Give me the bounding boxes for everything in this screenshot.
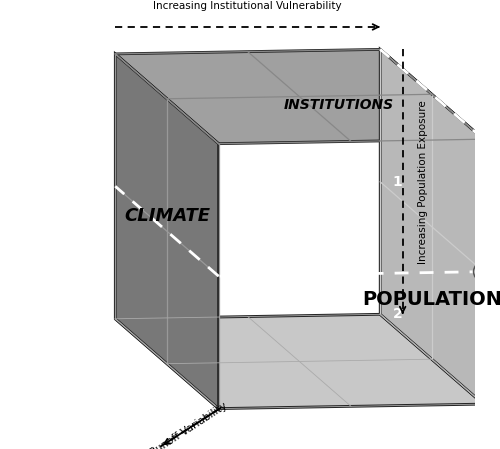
Polygon shape	[380, 49, 484, 404]
Text: 1: 1	[432, 75, 440, 85]
Polygon shape	[116, 54, 218, 409]
Text: 1: 1	[158, 375, 166, 385]
Text: INSTITUTIONS: INSTITUTIONS	[284, 98, 394, 112]
Text: 2: 2	[96, 314, 104, 324]
Circle shape	[474, 262, 494, 282]
Text: 2: 2	[393, 307, 402, 321]
Text: 2: 2	[484, 120, 492, 130]
Text: 0: 0	[96, 49, 104, 59]
Text: Increasing Population Exposure: Increasing Population Exposure	[418, 100, 428, 264]
Text: 0: 0	[381, 31, 388, 40]
Text: 0: 0	[107, 330, 114, 340]
Text: POPULATION: POPULATION	[362, 290, 500, 309]
Text: Lake Chad basin overlapping
Central African Republic: Lake Chad basin overlapping Central Afri…	[0, 448, 1, 449]
Polygon shape	[116, 49, 484, 144]
Text: Increasing Runoff Variability: Increasing Runoff Variability	[100, 401, 229, 449]
Text: Increasing Institutional Vulnerability: Increasing Institutional Vulnerability	[154, 1, 342, 11]
Text: 0: 0	[393, 42, 402, 57]
Text: CLIMATE: CLIMATE	[124, 207, 210, 225]
Polygon shape	[116, 314, 484, 409]
Text: 2: 2	[210, 420, 218, 430]
Text: 1: 1	[393, 175, 402, 189]
Text: 1: 1	[96, 181, 104, 191]
